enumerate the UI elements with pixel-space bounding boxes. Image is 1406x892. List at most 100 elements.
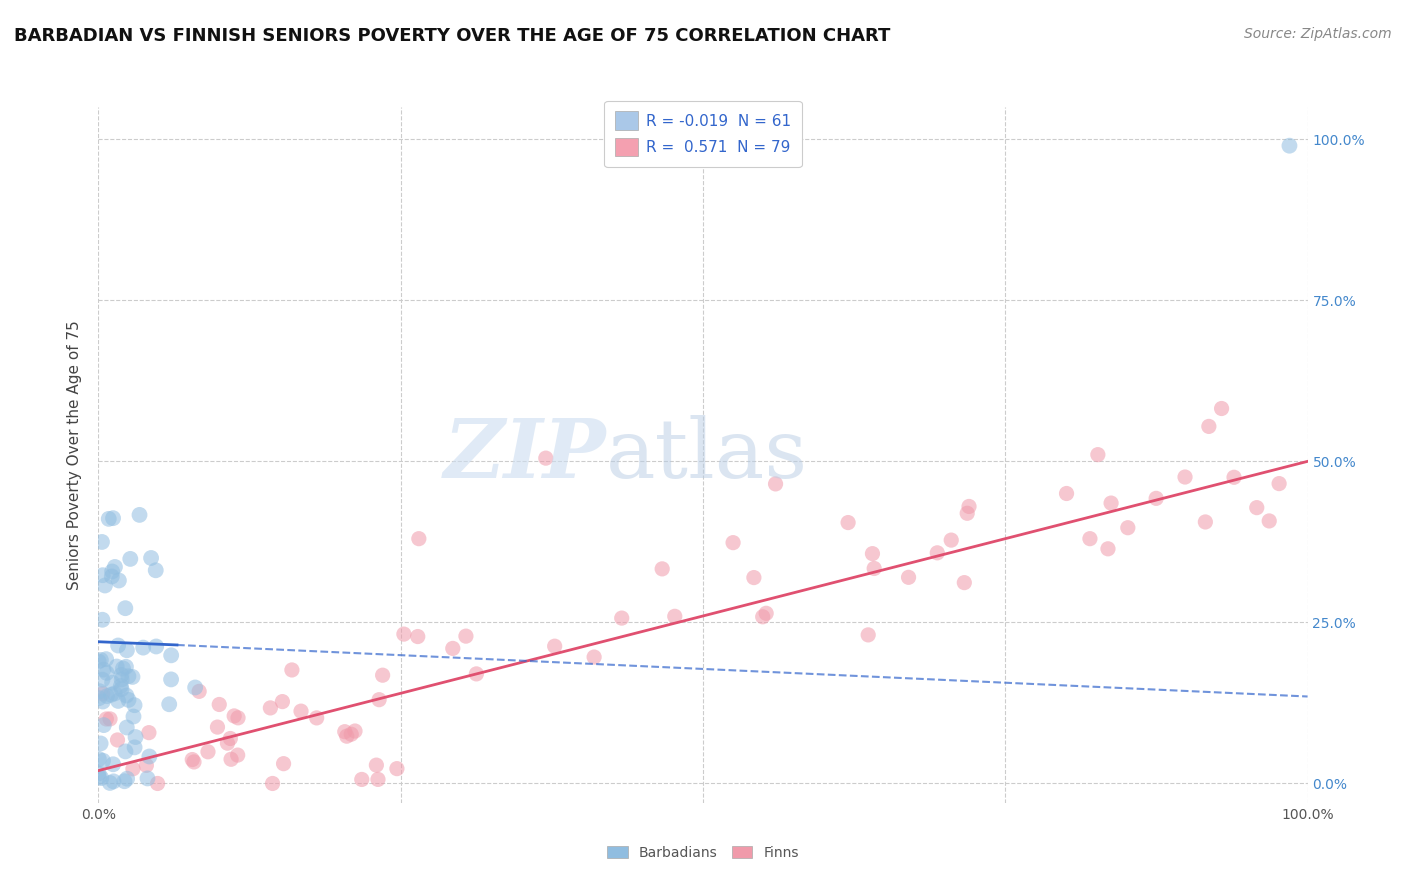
Point [111, 673, 134, 687]
Point [544, 639, 567, 653]
Point [340, 727, 363, 741]
Point [534, 451, 557, 466]
Point [1144, 491, 1167, 506]
Point [87, 655, 110, 669]
Point [91, 754, 114, 768]
Point [146, 776, 169, 790]
Point [343, 724, 366, 739]
Point [1078, 532, 1101, 546]
Point [87, 766, 110, 780]
Point [188, 684, 211, 698]
Point [114, 601, 136, 615]
Point [385, 762, 408, 776]
Text: ZIP: ZIP [444, 415, 606, 495]
Point [1194, 515, 1216, 529]
Point [91, 568, 114, 582]
Point [90, 736, 112, 750]
Point [138, 749, 160, 764]
Point [160, 648, 183, 663]
Point [90, 771, 112, 785]
Point [96, 712, 118, 726]
Point [259, 701, 281, 715]
Point [91, 613, 114, 627]
Point [128, 508, 150, 522]
Point [742, 571, 765, 585]
Point [136, 772, 159, 786]
Point [93, 663, 115, 677]
Point [366, 758, 388, 772]
Point [101, 675, 124, 690]
Point [115, 689, 138, 703]
Point [219, 752, 242, 766]
Point [273, 756, 295, 771]
Point [94, 578, 117, 592]
Point [115, 721, 138, 735]
Point [610, 611, 633, 625]
Point [583, 650, 606, 665]
Point [96, 665, 118, 680]
Point [1258, 514, 1281, 528]
Point [1211, 401, 1233, 416]
Legend: Barbadians, Finns: Barbadians, Finns [602, 840, 804, 865]
Point [350, 772, 373, 787]
Point [224, 709, 246, 723]
Point [751, 609, 773, 624]
Point [139, 551, 162, 566]
Point [367, 772, 389, 787]
Point [124, 740, 146, 755]
Point [956, 506, 979, 520]
Point [1056, 486, 1078, 500]
Point [1174, 470, 1197, 484]
Point [110, 679, 132, 693]
Point [120, 552, 142, 566]
Point [94, 652, 117, 666]
Point [91, 687, 114, 701]
Point [183, 755, 205, 769]
Point [122, 762, 145, 776]
Point [454, 629, 477, 643]
Point [217, 736, 239, 750]
Point [927, 546, 949, 560]
Point [863, 561, 886, 575]
Point [145, 563, 167, 577]
Point [107, 733, 129, 747]
Point [91, 535, 114, 549]
Point [97, 512, 120, 526]
Point [104, 560, 127, 574]
Point [124, 730, 146, 744]
Point [406, 630, 429, 644]
Point [87, 770, 110, 784]
Point [368, 692, 391, 706]
Point [336, 729, 359, 743]
Point [135, 758, 157, 772]
Point [157, 698, 180, 712]
Point [1116, 521, 1139, 535]
Point [98, 712, 121, 726]
Point [262, 776, 284, 790]
Point [897, 570, 920, 584]
Point [208, 698, 231, 712]
Point [371, 668, 394, 682]
Point [115, 772, 138, 786]
Point [271, 695, 294, 709]
Point [96, 689, 118, 703]
Text: Source: ZipAtlas.com: Source: ZipAtlas.com [1244, 27, 1392, 41]
Point [755, 607, 778, 621]
Y-axis label: Seniors Poverty Over the Age of 75: Seniors Poverty Over the Age of 75 [67, 320, 83, 590]
Point [226, 748, 249, 763]
Point [104, 686, 127, 700]
Point [181, 753, 204, 767]
Point [124, 698, 146, 713]
Point [1097, 541, 1119, 556]
Point [664, 609, 686, 624]
Point [765, 476, 787, 491]
Point [91, 673, 114, 687]
Point [207, 720, 229, 734]
Point [107, 639, 129, 653]
Point [1087, 448, 1109, 462]
Point [115, 660, 138, 674]
Point [122, 709, 145, 723]
Point [441, 641, 464, 656]
Point [957, 500, 980, 514]
Point [114, 744, 136, 758]
